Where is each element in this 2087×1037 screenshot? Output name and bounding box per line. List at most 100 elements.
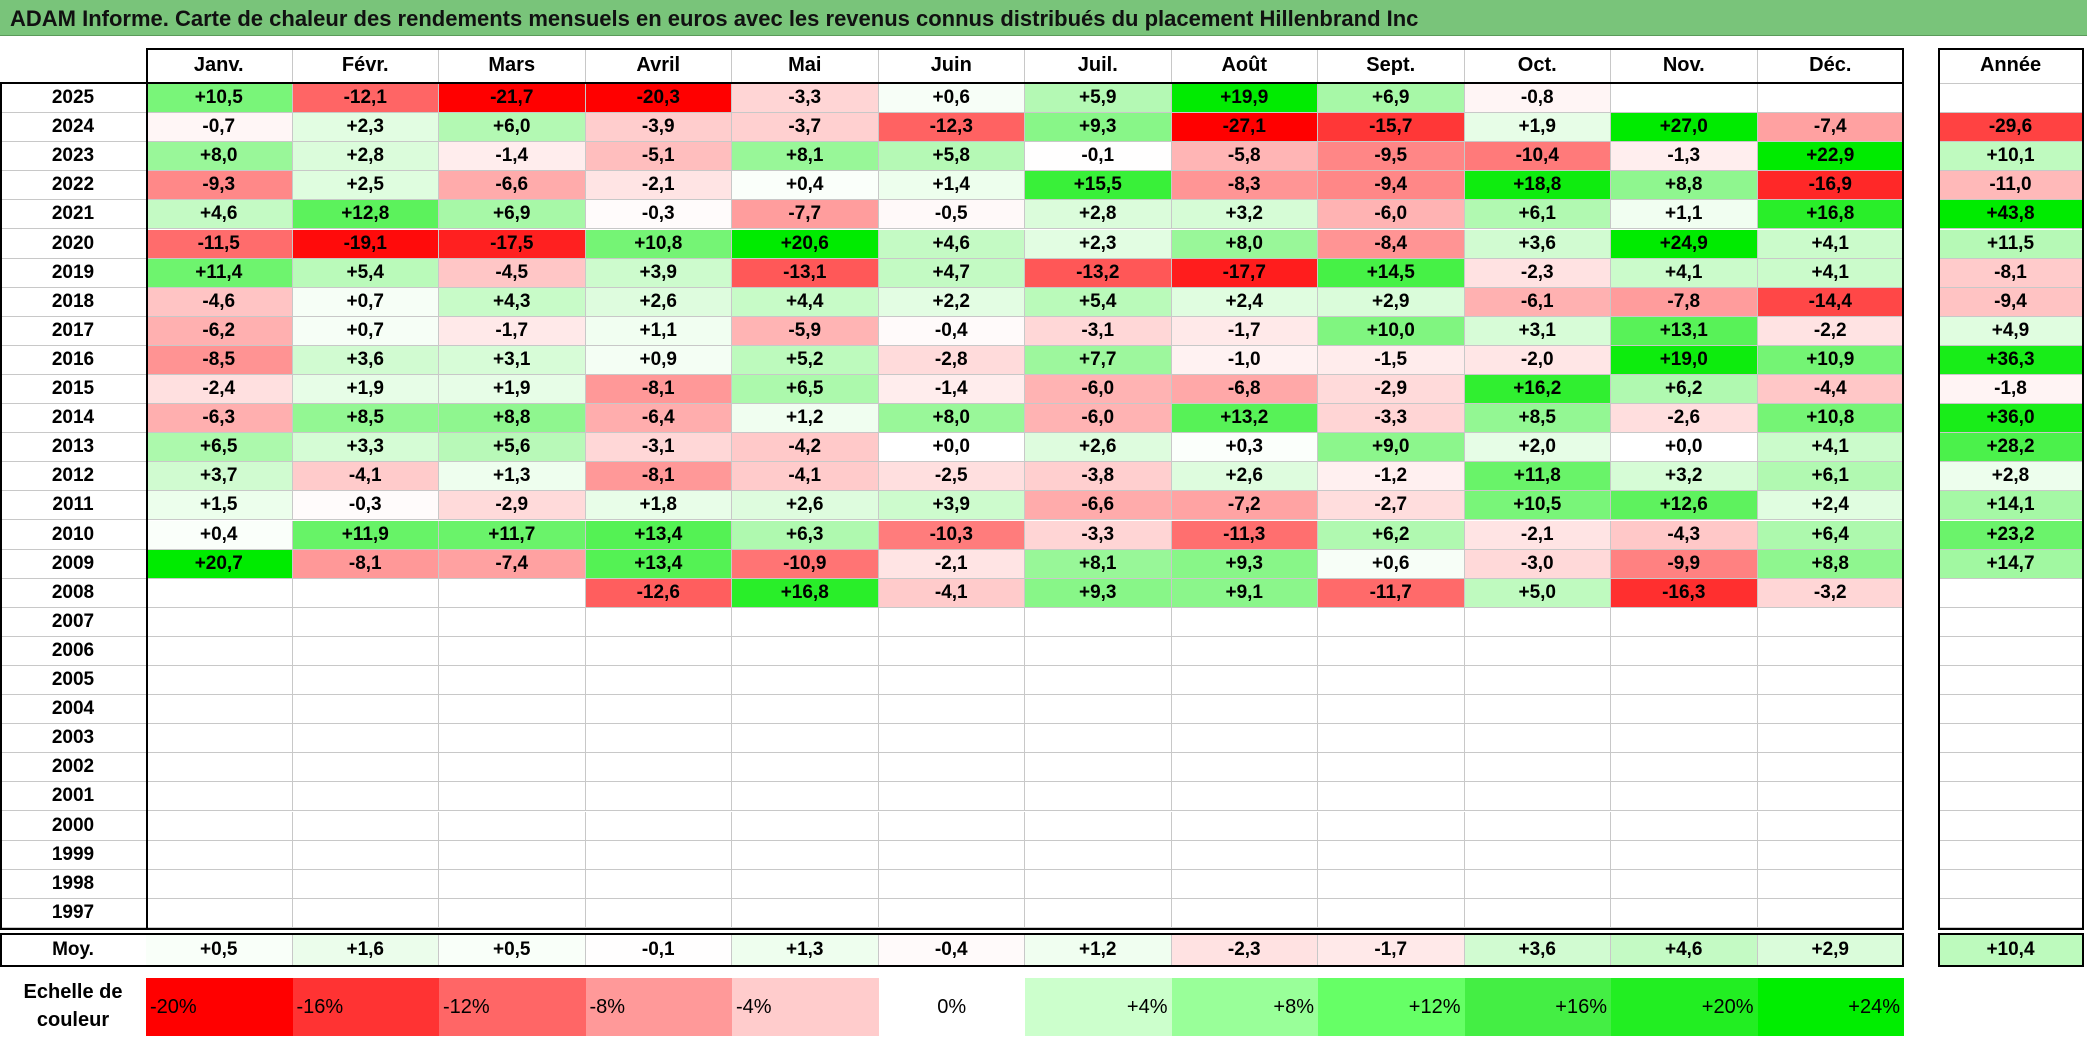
heatmap-cell [732,898,879,928]
heatmap-cell: +12,6 [1611,491,1758,521]
heatmap-cell: +2,6 [585,287,732,317]
heatmap-cell: +2,3 [1025,229,1172,259]
heatmap-cell: +2,9 [1318,287,1465,317]
annual-cell [1938,84,2084,114]
heatmap-cell [1025,666,1172,696]
heatmap-cell: +3,2 [1171,200,1318,230]
month-header: Févr. [292,48,439,84]
heatmap-cell [1318,869,1465,899]
heatmap-cell: -6,0 [1025,375,1172,405]
year-label: 2016 [0,345,146,375]
heatmap-cell: +4,7 [878,258,1025,288]
heatmap-cell [1318,666,1465,696]
heatmap-cell [1464,607,1611,637]
heatmap-cell [292,898,439,928]
heatmap-cell [146,695,293,725]
year-label: 2012 [0,462,146,492]
heatmap-cell: -3,1 [1025,316,1172,346]
heatmap-cell [1025,607,1172,637]
heatmap-cell [292,753,439,783]
heatmap-cell [146,666,293,696]
color-scale-swatch: -12% [439,978,586,1036]
heatmap-cell: +4,6 [146,200,293,230]
heatmap-cell: +0,4 [732,171,879,201]
average-cell: +1,2 [1025,933,1172,967]
heatmap-cell [1025,695,1172,725]
heatmap-cell: -12,6 [585,578,732,608]
year-label: 2018 [0,287,146,317]
heatmap-cell: +20,7 [146,549,293,579]
heatmap-cell: +0,3 [1171,433,1318,463]
heatmap-cell [1757,695,1904,725]
heatmap-cell: -1,0 [1171,345,1318,375]
heatmap-cell [1171,753,1318,783]
heatmap-cell: -5,8 [1171,142,1318,172]
heatmap-cell: -6,0 [1318,200,1465,230]
heatmap-cell: +27,0 [1611,113,1758,143]
heatmap-cell: +2,8 [1025,200,1172,230]
heatmap-cell: +2,2 [878,287,1025,317]
heatmap-cell: +13,4 [585,549,732,579]
heatmap-cell [878,869,1025,899]
annual-cell [1938,869,2084,899]
heatmap-cell [1611,695,1758,725]
heatmap-cell: +1,1 [1611,200,1758,230]
heatmap-cell: +6,1 [1757,462,1904,492]
annual-cell [1938,695,2084,725]
heatmap-cell: +4,1 [1757,433,1904,463]
year-label: 2009 [0,549,146,579]
average-cell: -0,1 [585,933,732,967]
month-header: Nov. [1611,48,1758,84]
heatmap-cell [439,782,586,812]
month-header: Mai [732,48,879,84]
heatmap-cell: -9,9 [1611,549,1758,579]
heatmap-cell: -17,7 [1171,258,1318,288]
heatmap-cell: +4,1 [1757,258,1904,288]
heatmap-cell: -8,1 [292,549,439,579]
heatmap-cell: -17,5 [439,229,586,259]
heatmap-cell [1318,753,1465,783]
annual-cell [1938,636,2084,666]
month-header: Janv. [146,48,293,84]
heatmap-cell: -4,1 [732,462,879,492]
heatmap-cell [732,607,879,637]
heatmap-cell: +4,3 [439,287,586,317]
heatmap-cell: +9,3 [1025,578,1172,608]
heatmap-cell [585,869,732,899]
heatmap-cell: +10,5 [146,84,293,114]
heatmap-cell: -7,2 [1171,491,1318,521]
heatmap-cell [585,724,732,754]
annual-cell [1938,607,2084,637]
heatmap-cell [732,840,879,870]
heatmap-cell [732,811,879,841]
heatmap-cell: +9,1 [1171,578,1318,608]
heatmap-cell: +13,1 [1611,316,1758,346]
heatmap-cell [146,869,293,899]
heatmap-cell [1318,607,1465,637]
heatmap-cell: +13,4 [585,520,732,550]
year-label: 2023 [0,142,146,172]
heatmap-cell: +4,6 [878,229,1025,259]
heatmap-cell: +24,9 [1611,229,1758,259]
heatmap-cell [439,898,586,928]
heatmap-cell [146,753,293,783]
heatmap-cell: +0,7 [292,287,439,317]
heatmap-cell: -0,5 [878,200,1025,230]
heatmap-cell [292,782,439,812]
heatmap-cell: -0,3 [292,491,439,521]
heatmap-cell: -8,4 [1318,229,1465,259]
heatmap-cell: +0,9 [585,345,732,375]
heatmap-cell [585,636,732,666]
heatmap-cell [1318,724,1465,754]
heatmap-cell [292,840,439,870]
heatmap-cell: +20,6 [732,229,879,259]
average-cell: +2,9 [1757,933,1904,967]
annual-average-cell: +10,4 [1938,933,2084,967]
heatmap-cell: +6,0 [439,113,586,143]
heatmap-cell [292,666,439,696]
heatmap-cell: +1,4 [878,171,1025,201]
heatmap-cell [1318,782,1465,812]
heatmap-cell: +6,2 [1318,520,1465,550]
annual-cell: -11,0 [1938,171,2084,201]
heatmap-cell: +3,3 [292,433,439,463]
